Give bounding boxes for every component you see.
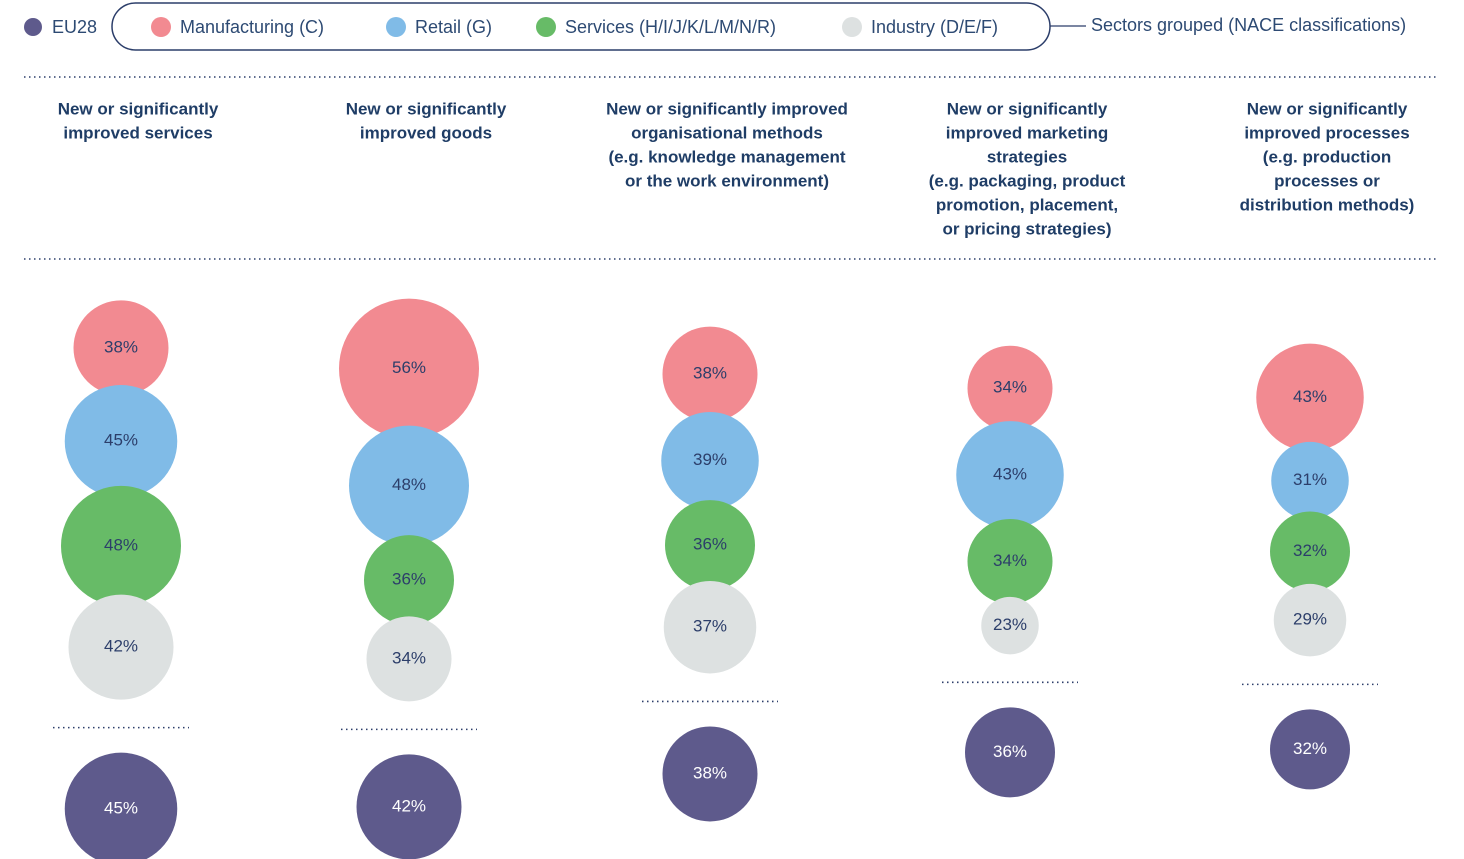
column-header: improved goods — [360, 123, 492, 142]
bubble — [64, 752, 178, 859]
value-label: 38% — [104, 337, 138, 356]
legend-swatch — [24, 18, 42, 36]
column-header: distribution methods) — [1240, 195, 1415, 214]
bubble — [356, 754, 462, 859]
bubble — [364, 535, 454, 626]
legend-swatch — [386, 17, 406, 37]
bubble — [68, 594, 174, 700]
value-label: 23% — [993, 615, 1027, 634]
bubble — [981, 596, 1039, 655]
bubble — [339, 298, 479, 439]
bubble — [1273, 583, 1347, 657]
column-header: New or significantly improved — [606, 99, 848, 118]
value-label: 37% — [693, 617, 727, 636]
value-label: 34% — [993, 378, 1027, 397]
value-label: 45% — [104, 431, 138, 450]
value-label: 42% — [104, 637, 138, 656]
bubble — [64, 385, 178, 498]
column-header: New or significantly — [346, 99, 507, 118]
value-label: 36% — [993, 742, 1027, 761]
value-label: 56% — [392, 358, 426, 377]
legend-label: Industry (D/E/F) — [871, 17, 998, 37]
column-header: (e.g. packaging, product — [929, 171, 1126, 190]
bubble — [61, 485, 181, 606]
legend-label: Manufacturing (C) — [180, 17, 324, 37]
value-label: 43% — [993, 464, 1027, 483]
bubble — [967, 518, 1053, 604]
column-header: strategies — [987, 147, 1067, 166]
value-label: 38% — [693, 763, 727, 782]
legend-label: Retail (G) — [415, 17, 492, 37]
column-header: promotion, placement, — [936, 195, 1118, 214]
value-label: 45% — [104, 798, 138, 817]
legend-label: Services (H/I/J/K/L/M/N/R) — [565, 17, 776, 37]
bubble — [1271, 441, 1349, 520]
column-header: New or significantly — [1247, 99, 1408, 118]
column-header: improved processes — [1244, 123, 1409, 142]
legend-label: EU28 — [52, 17, 97, 37]
value-label: 32% — [1293, 541, 1327, 560]
bubble — [956, 421, 1064, 529]
column-header: organisational methods — [631, 123, 823, 142]
bubble — [1256, 343, 1364, 452]
bubble — [1270, 709, 1350, 790]
value-label: 39% — [693, 450, 727, 469]
bubble — [967, 345, 1053, 431]
bubble — [661, 411, 759, 510]
legend-swatch — [536, 17, 556, 37]
value-label: 31% — [1293, 470, 1327, 489]
bubble — [73, 300, 169, 396]
value-label: 36% — [693, 535, 727, 554]
value-label: 38% — [693, 364, 727, 383]
value-label: 48% — [392, 475, 426, 494]
value-label: 29% — [1293, 610, 1327, 629]
value-label: 42% — [392, 796, 426, 815]
value-label: 43% — [1293, 387, 1327, 406]
value-label: 48% — [104, 535, 138, 554]
bubble — [366, 616, 452, 702]
legend-title: Sectors grouped (NACE classifications) — [1091, 15, 1406, 35]
bubble — [349, 425, 469, 546]
column-header: (e.g. production — [1263, 147, 1391, 166]
column-header: New or significantly — [58, 99, 219, 118]
legend-swatch — [842, 17, 862, 37]
bubble — [663, 580, 757, 674]
bubble — [662, 726, 758, 822]
value-label: 34% — [993, 551, 1027, 570]
bubble — [665, 500, 755, 591]
bubble — [662, 326, 758, 422]
column-header: New or significantly — [947, 99, 1108, 118]
column-header: improved services — [63, 123, 212, 142]
column-header: processes or — [1274, 171, 1380, 190]
column-header: or the work environment) — [625, 171, 829, 190]
value-label: 36% — [392, 570, 426, 589]
value-label: 34% — [392, 648, 426, 667]
value-label: 32% — [1293, 739, 1327, 758]
legend-swatch — [151, 17, 171, 37]
column-header: (e.g. knowledge management — [608, 147, 845, 166]
bubble — [1270, 511, 1350, 592]
column-header: or pricing strategies) — [942, 219, 1111, 238]
bubble — [965, 707, 1055, 798]
column-header: improved marketing — [946, 123, 1109, 142]
